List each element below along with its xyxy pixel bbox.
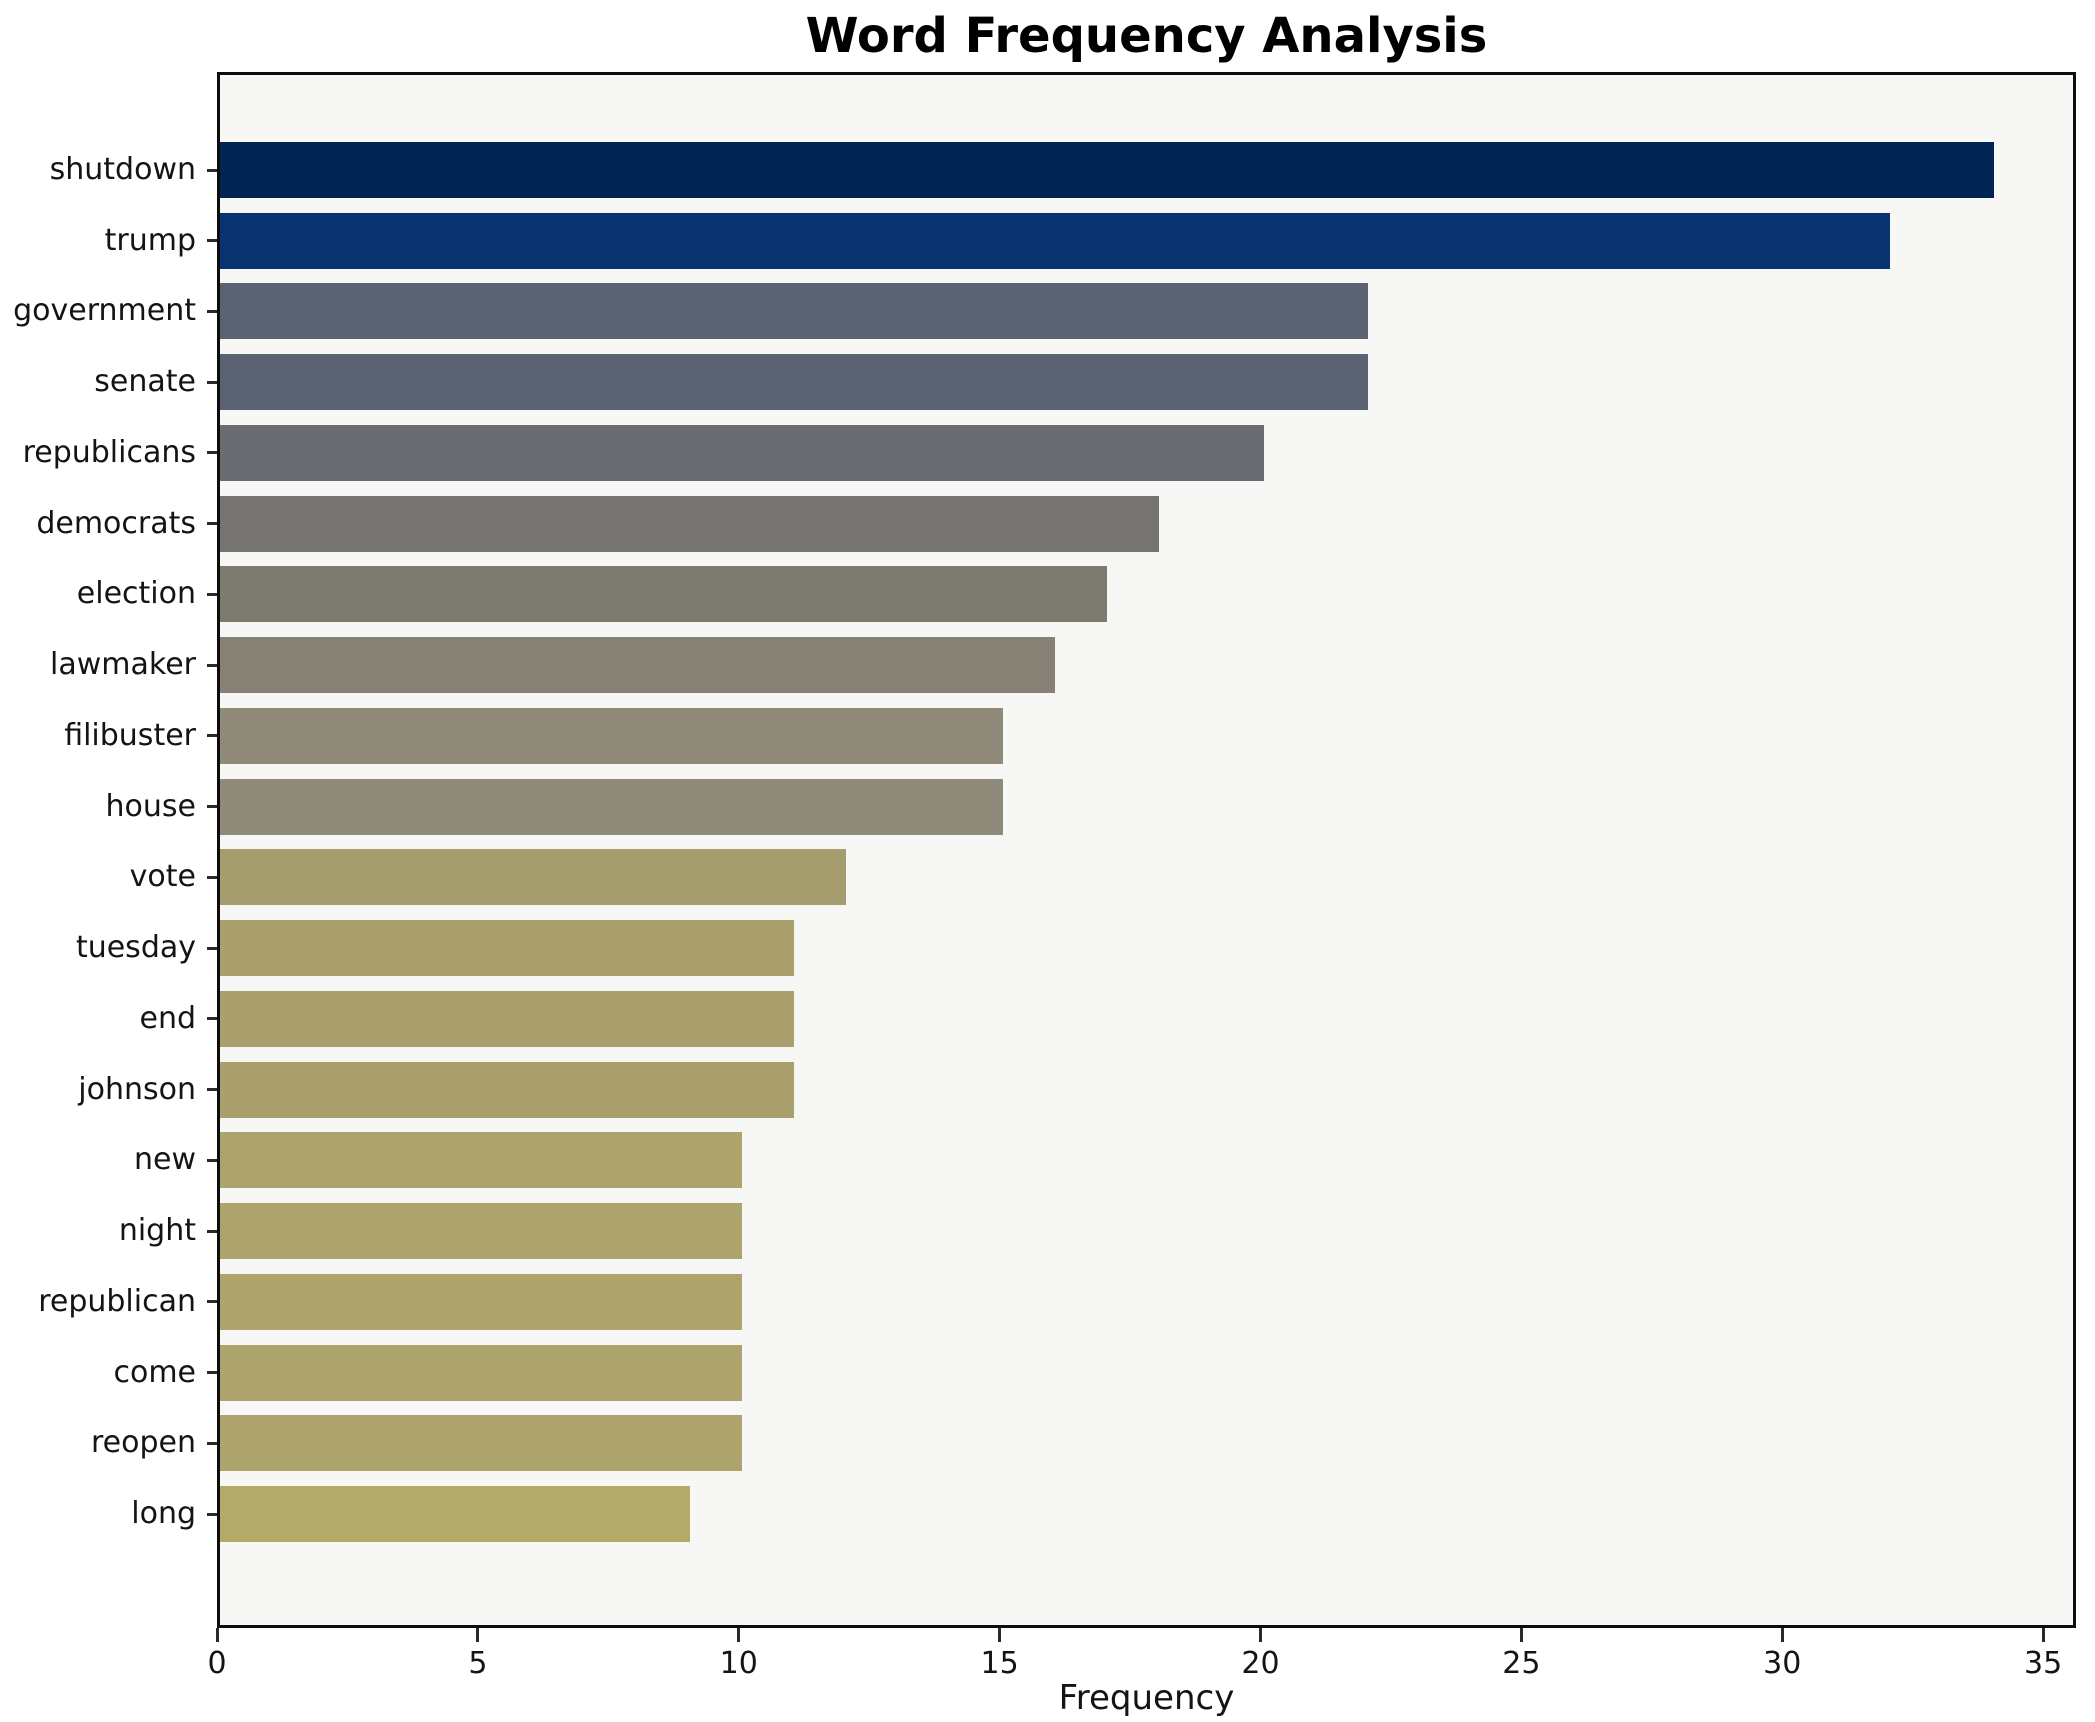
x-tick-label-20: 20 [1241, 1646, 1280, 1681]
x-tick-mark [1519, 1628, 1523, 1642]
y-tick-mark [207, 1300, 217, 1304]
y-tick-label-long: long [131, 1496, 196, 1532]
y-tick-mark [207, 1441, 217, 1445]
y-tick-label-government: government [13, 293, 196, 329]
y-tick-mark [207, 734, 217, 738]
bar-night [220, 1203, 742, 1260]
x-tick-label-30: 30 [1763, 1646, 1802, 1681]
x-tick-mark [737, 1628, 741, 1642]
y-tick-mark [207, 663, 217, 667]
y-tick-label-democrats: democrats [36, 505, 196, 541]
bar-government [220, 283, 1368, 340]
y-tick-label-new: new [133, 1142, 196, 1178]
x-tick-mark [2041, 1628, 2045, 1642]
y-tick-mark [207, 309, 217, 313]
x-tick-mark [1780, 1628, 1784, 1642]
bar-republican [220, 1273, 742, 1330]
x-tick-label-25: 25 [1502, 1646, 1541, 1681]
y-tick-label-republican: republican [38, 1283, 196, 1319]
y-tick-label-senate: senate [94, 364, 196, 400]
y-tick-label-lawmaker: lawmaker [50, 647, 196, 683]
y-tick-label-reopen: reopen [91, 1425, 196, 1461]
y-tick-mark [207, 805, 217, 809]
y-tick-mark [207, 1158, 217, 1162]
y-tick-label-filibuster: filibuster [64, 717, 196, 753]
y-tick-mark [207, 1371, 217, 1375]
y-tick-label-tuesday: tuesday [75, 930, 196, 966]
x-tick-mark [476, 1628, 480, 1642]
bar-republicans [220, 424, 1264, 481]
bar-democrats [220, 495, 1160, 552]
bar-senate [220, 354, 1368, 411]
y-tick-mark [207, 592, 217, 596]
x-tick-label-35: 35 [2024, 1646, 2063, 1681]
bar-long [220, 1486, 690, 1543]
y-tick-mark [207, 1017, 217, 1021]
bar-lawmaker [220, 637, 1055, 694]
y-tick-mark [207, 1229, 217, 1233]
y-tick-mark [207, 522, 217, 526]
x-tick-label-10: 10 [719, 1646, 758, 1681]
y-tick-label-vote: vote [129, 859, 196, 895]
bar-end [220, 990, 794, 1047]
bar-house [220, 778, 1003, 835]
y-tick-label-trump: trump [104, 222, 196, 258]
bar-new [220, 1132, 742, 1189]
y-tick-mark [207, 168, 217, 172]
bar-vote [220, 849, 847, 906]
y-tick-label-night: night [118, 1213, 196, 1249]
x-tick-label-5: 5 [468, 1646, 488, 1681]
y-tick-label-election: election [76, 576, 196, 612]
chart-title: Word Frequency Analysis [805, 8, 1488, 64]
x-axis-title: Frequency [1058, 1678, 1235, 1718]
y-tick-mark [207, 239, 217, 243]
y-tick-label-johnson: johnson [78, 1071, 196, 1107]
bar-come [220, 1344, 742, 1401]
y-tick-mark [207, 1512, 217, 1516]
bar-reopen [220, 1415, 742, 1472]
bar-election [220, 566, 1107, 623]
x-tick-mark [1259, 1628, 1262, 1642]
y-tick-mark [207, 380, 217, 384]
x-tick-label-0: 0 [207, 1646, 227, 1681]
bar-shutdown [220, 142, 1994, 198]
y-tick-label-come: come [113, 1354, 196, 1390]
y-tick-mark [207, 875, 217, 879]
y-tick-label-shutdown: shutdown [49, 152, 196, 187]
bar-trump [220, 212, 1890, 269]
y-tick-mark [207, 451, 217, 455]
y-tick-label-republicans: republicans [22, 434, 196, 470]
y-tick-label-house: house [105, 788, 196, 824]
x-tick-mark [998, 1628, 1002, 1642]
x-tick-label-15: 15 [980, 1646, 1019, 1681]
bar-tuesday [220, 920, 794, 977]
x-tick-mark [215, 1628, 219, 1642]
y-tick-mark [207, 1088, 217, 1092]
bar-filibuster [220, 707, 1003, 764]
y-tick-label-end: end [139, 1000, 196, 1036]
y-tick-mark [207, 946, 217, 950]
bar-johnson [220, 1061, 794, 1118]
plot-area [217, 72, 2076, 1628]
